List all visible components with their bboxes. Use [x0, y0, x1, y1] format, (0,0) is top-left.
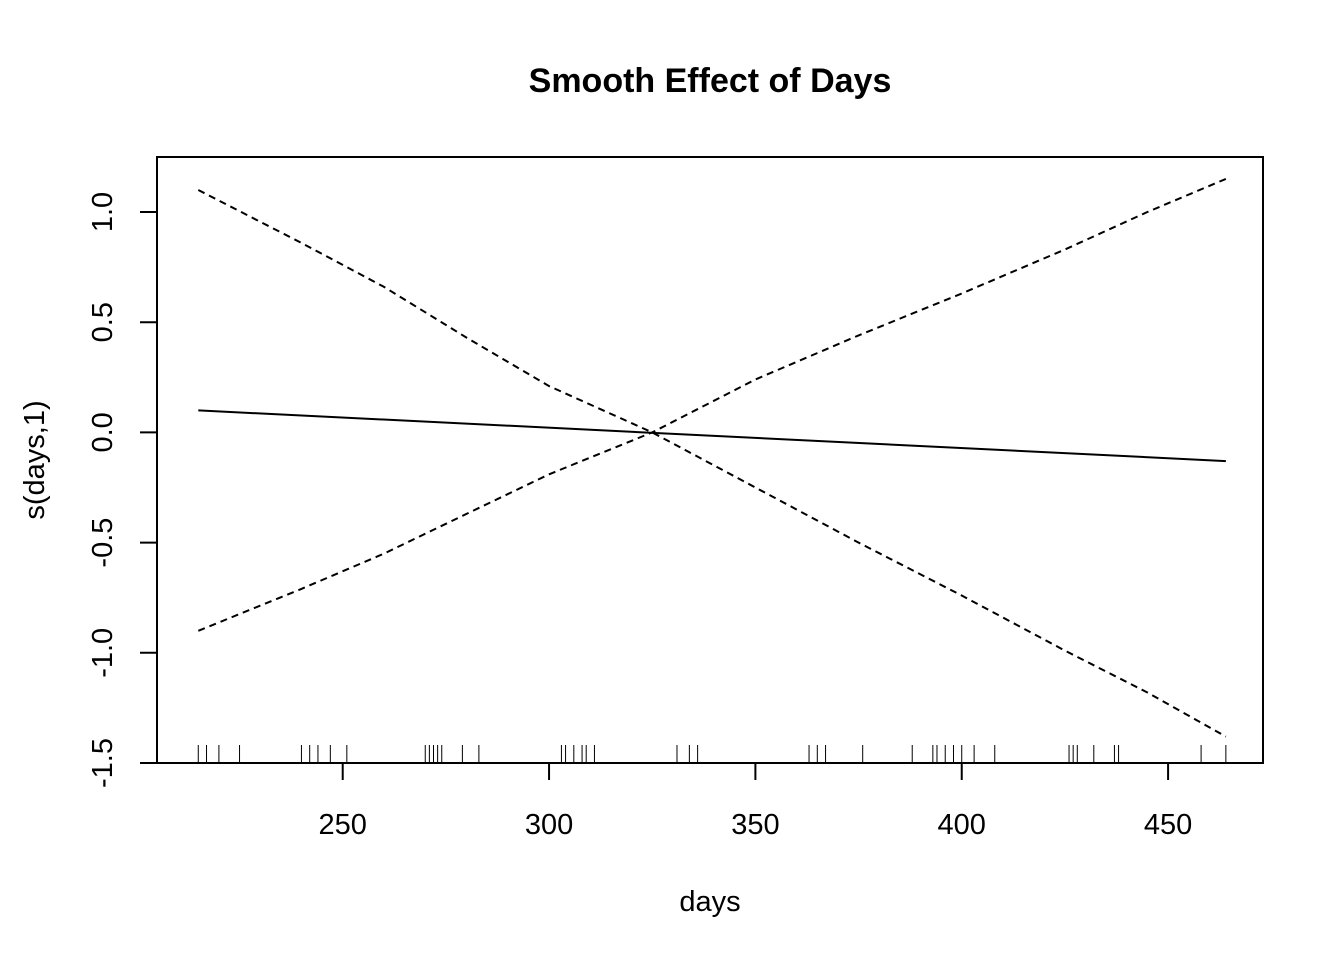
y-tick-label: 1.0 [87, 192, 119, 232]
x-tick-label: 350 [731, 809, 779, 841]
plot-frame [156, 156, 1264, 764]
series-layer [197, 177, 1227, 738]
y-tick-label: -1.0 [87, 628, 119, 678]
y-tick-label: -0.5 [87, 518, 119, 568]
confidence-band-line [197, 177, 1227, 632]
y-axis: -1.5 -1.0 -0.5 0.0 0.5 1.0 [87, 192, 158, 788]
y-tick-label: -1.5 [87, 738, 119, 788]
chart-title: Smooth Effect of Days [529, 62, 892, 100]
x-axis: 250 300 350 400 450 [319, 762, 1192, 841]
x-tick-label: 400 [938, 809, 986, 841]
smooth-estimate-line [198, 409, 1226, 463]
rug-layer [197, 745, 1227, 763]
y-tick-label: 0.5 [87, 302, 119, 342]
confidence-band-line [197, 189, 1227, 738]
x-tick-label: 450 [1144, 809, 1192, 841]
x-tick-label: 300 [525, 809, 573, 841]
y-tick-label: 0.0 [87, 412, 119, 452]
y-axis-label: s(days,1) [19, 400, 51, 519]
x-tick-label: 250 [319, 809, 367, 841]
x-axis-label: days [679, 886, 740, 918]
